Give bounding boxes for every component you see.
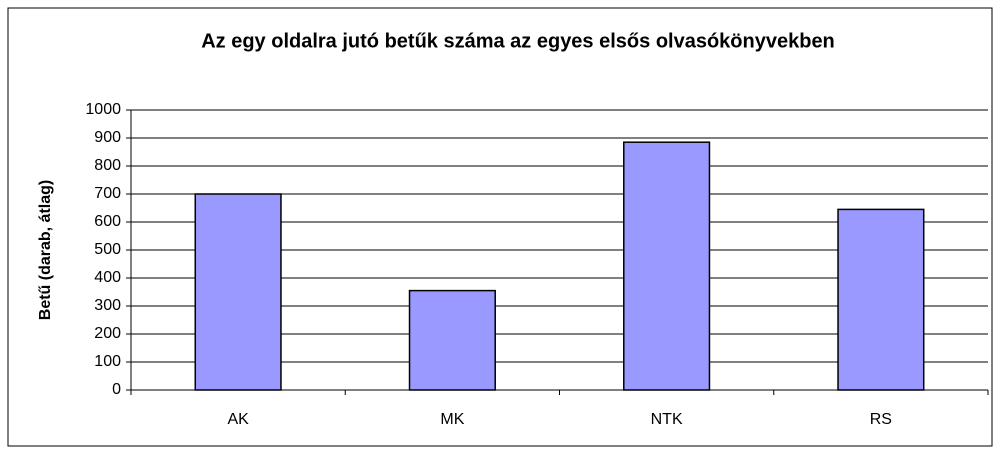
y-tick-label: 100	[94, 353, 121, 370]
bar	[623, 141, 711, 391]
x-tick-label: AK	[227, 411, 249, 428]
y-tick-label: 200	[94, 325, 121, 342]
y-tick-label: 300	[94, 297, 121, 314]
x-tick-label: MK	[440, 411, 464, 428]
y-tick-label: 800	[94, 157, 121, 174]
bar	[837, 208, 925, 391]
y-tick-label: 600	[94, 213, 121, 230]
x-tick-label: NTK	[651, 411, 683, 428]
bar	[194, 193, 282, 391]
y-tick-label: 400	[94, 269, 121, 286]
x-tick-label: RS	[870, 411, 892, 428]
y-tick-label: 900	[94, 129, 121, 146]
y-tick-label: 0	[112, 381, 121, 398]
bar	[408, 289, 496, 391]
y-tick-label: 1000	[85, 101, 121, 118]
y-tick-label: 700	[94, 185, 121, 202]
chart-border	[7, 7, 993, 447]
chart-title: Az egy oldalra jutó betűk száma az egyes…	[201, 30, 835, 52]
y-axis-title: Betű (darab, átlag)	[37, 180, 54, 320]
y-tick-label: 500	[94, 241, 121, 258]
